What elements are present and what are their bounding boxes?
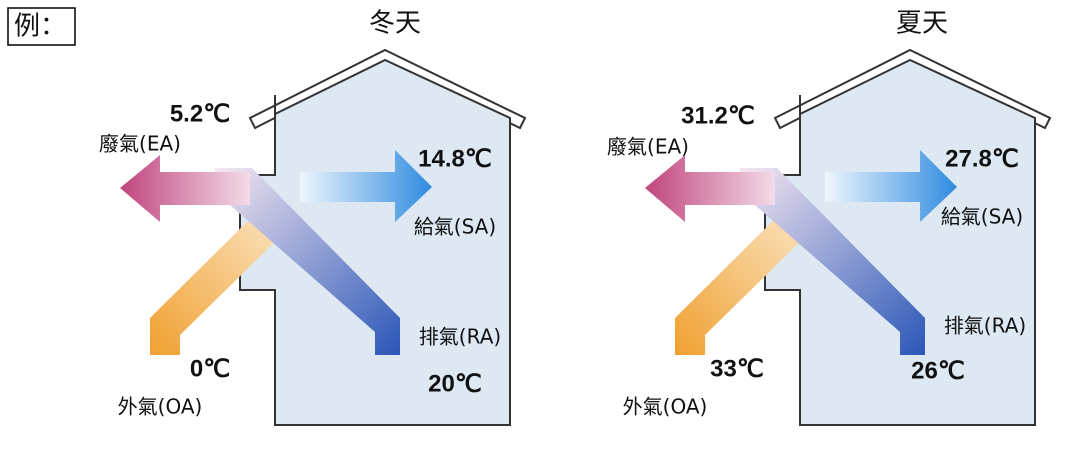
panel-title: 夏天 (896, 9, 948, 39)
ea-label: 廢氣(EA) (607, 135, 689, 159)
ra-label: 排氣(RA) (419, 325, 501, 349)
ea-temp: 31.2℃ (681, 102, 755, 129)
oa-label: 外氣(OA) (623, 395, 708, 419)
label-box (7, 7, 76, 46)
ea-label: 廢氣(EA) (99, 132, 181, 156)
sa-temp: 14.8℃ (418, 145, 492, 172)
label: 例： (14, 12, 66, 42)
panel-title: 冬天 (369, 9, 421, 39)
ra-temp: 20℃ (428, 370, 482, 397)
oa-temp: 0℃ (190, 355, 230, 382)
ra-label: 排氣(RA) (944, 314, 1026, 338)
sa-temp: 27.8℃ (945, 145, 1019, 172)
sa-label: 給氣(SA) (414, 215, 496, 239)
ra-temp: 26℃ (911, 357, 965, 384)
sa-label: 給氣(SA) (941, 205, 1023, 229)
oa-temp: 33℃ (710, 355, 764, 382)
ea-temp: 5.2℃ (170, 100, 230, 127)
oa-label: 外氣(OA) (118, 395, 203, 419)
